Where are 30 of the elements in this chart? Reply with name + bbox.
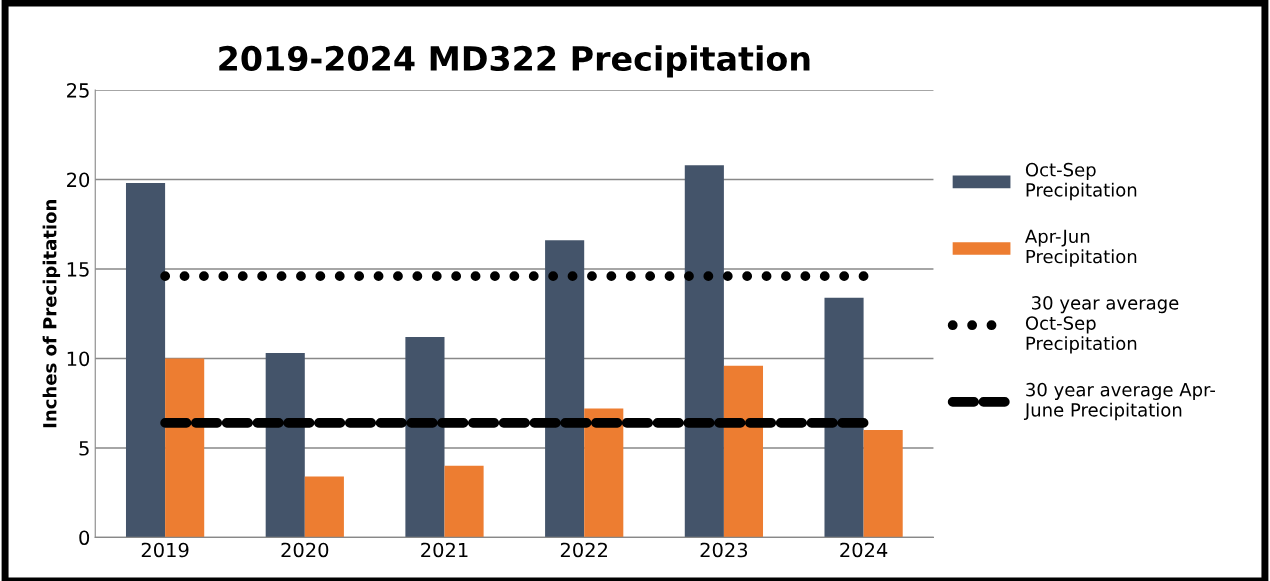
y-tick-label: 0	[79, 530, 90, 546]
legend-label: 30 year average Oct-Sep Precipitation	[1025, 296, 1179, 354]
legend-label: 30 year average Apr- June Precipitation	[1023, 382, 1215, 421]
y-tick-label: 15	[67, 262, 89, 277]
y-tick-label: 10	[67, 351, 90, 367]
bar	[545, 240, 585, 538]
x-tick-label: 2023	[700, 542, 748, 558]
y-tick-label: 25	[67, 83, 89, 98]
bar	[863, 430, 903, 538]
legend-label: Apr-Jun Precipitation	[1025, 229, 1137, 267]
x-tick-label: 2021	[421, 542, 468, 558]
x-tick-label: 2020	[281, 542, 329, 558]
x-tick-label: 2024	[840, 542, 888, 558]
bar	[405, 337, 445, 538]
y-tick-label: 20	[67, 172, 90, 188]
x-tick-label: 2019	[141, 542, 189, 558]
bar	[125, 183, 166, 538]
bar	[165, 358, 205, 538]
bar	[584, 408, 624, 538]
y-tick-label: 5	[79, 441, 89, 456]
bar	[304, 476, 344, 538]
bar	[444, 465, 484, 538]
bar	[824, 297, 864, 538]
y-axis-title: Inches of Precipitation	[42, 200, 61, 428]
legend-label: Oct-Sep Precipitation	[1025, 162, 1137, 201]
chart-title: 2019-2024 MD322 Precipitation	[219, 45, 810, 78]
x-tick-label: 2022	[560, 542, 607, 558]
bar	[723, 365, 764, 538]
bar	[265, 353, 305, 538]
bar	[684, 165, 724, 538]
